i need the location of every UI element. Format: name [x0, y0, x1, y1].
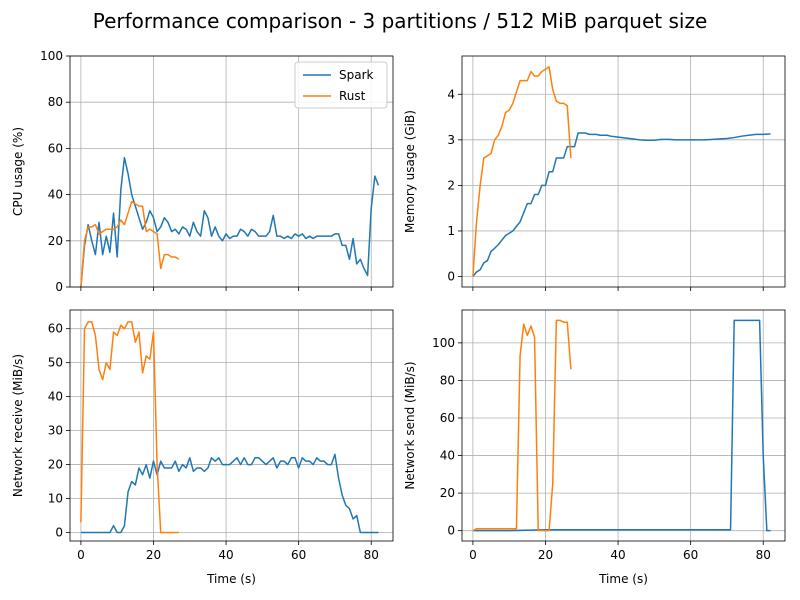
x-tick-label: 0 — [77, 548, 85, 562]
series-line-rust — [472, 319, 572, 532]
x-axis-label: Time (s) — [598, 572, 648, 586]
x-axis-label: Time (s) — [206, 572, 256, 586]
x-tick-label: 0 — [469, 548, 477, 562]
y-tick-label: 40 — [440, 449, 455, 463]
y-tick-label: 20 — [48, 458, 63, 472]
x-tick-label: 40 — [610, 548, 625, 562]
y-tick-label: 10 — [48, 492, 63, 506]
y-tick-label: 1 — [447, 224, 455, 238]
y-tick-label: 4 — [447, 87, 455, 101]
y-axis-label: CPU usage (%) — [11, 127, 25, 216]
series-line-rust — [80, 321, 179, 534]
y-axis-label: Network send (MiB/s) — [403, 361, 417, 489]
y-tick-label: 0 — [55, 526, 63, 540]
y-tick-label: 0 — [447, 524, 455, 538]
y-tick-label: 60 — [440, 411, 455, 425]
subplot-cpu: 0 20 40 60 80 100 CPU usage (%) Spark Rust — [11, 49, 394, 294]
subplot-net-send: 0 20 40 60 80 0 20 40 60 80 100 Network send (MiB/s… — [403, 309, 786, 586]
x-tick-label: 60 — [683, 548, 698, 562]
x-tick-label: 80 — [756, 548, 771, 562]
series-line-rust — [80, 200, 180, 288]
x-tick-label: 40 — [218, 548, 233, 562]
y-tick-label: 0 — [447, 270, 455, 284]
y-tick-label: 80 — [48, 95, 63, 109]
y-tick-label: 60 — [48, 141, 63, 155]
y-tick-label: 40 — [48, 390, 63, 404]
y-tick-label: 0 — [55, 280, 63, 294]
y-tick-label: 100 — [40, 49, 63, 63]
y-tick-label: 50 — [48, 356, 63, 370]
legend-label-spark: Spark — [339, 68, 374, 82]
x-tick-label: 80 — [364, 548, 379, 562]
y-tick-label: 20 — [440, 486, 455, 500]
y-tick-label: 60 — [48, 322, 63, 336]
y-tick-label: 2 — [447, 178, 455, 192]
axes-frame — [69, 309, 394, 542]
y-axis-label: Memory usage (GiB) — [403, 110, 417, 233]
legend-label-rust: Rust — [339, 89, 366, 103]
series-line-spark — [80, 156, 380, 288]
y-axis-label: Network receive (MiB/s) — [11, 354, 25, 497]
series-line-spark — [80, 453, 379, 534]
series-line-rust — [472, 66, 572, 277]
legend: Spark Rust — [294, 61, 388, 109]
y-tick-label: 100 — [432, 336, 455, 350]
subplot-memory: 0 1 2 3 4 Memory usage (GiB) — [403, 55, 786, 291]
series-line-spark — [472, 132, 771, 277]
x-tick-label: 20 — [538, 548, 553, 562]
x-tick-label: 20 — [146, 548, 161, 562]
axes-frame — [461, 309, 786, 542]
figure-title: Performance comparison - 3 partitions / … — [93, 9, 708, 33]
subplot-net-recv: 0 20 40 60 80 0 10 20 30 40 50 60 Network receive (M… — [11, 309, 394, 586]
y-tick-label: 3 — [447, 133, 455, 147]
y-tick-label: 40 — [48, 188, 63, 202]
y-tick-label: 30 — [48, 424, 63, 438]
axes-frame — [461, 55, 786, 288]
x-tick-label: 60 — [291, 548, 306, 562]
series-line-spark — [472, 319, 771, 532]
y-tick-label: 80 — [440, 373, 455, 387]
y-tick-label: 20 — [48, 234, 63, 248]
axes-frame — [69, 55, 394, 288]
